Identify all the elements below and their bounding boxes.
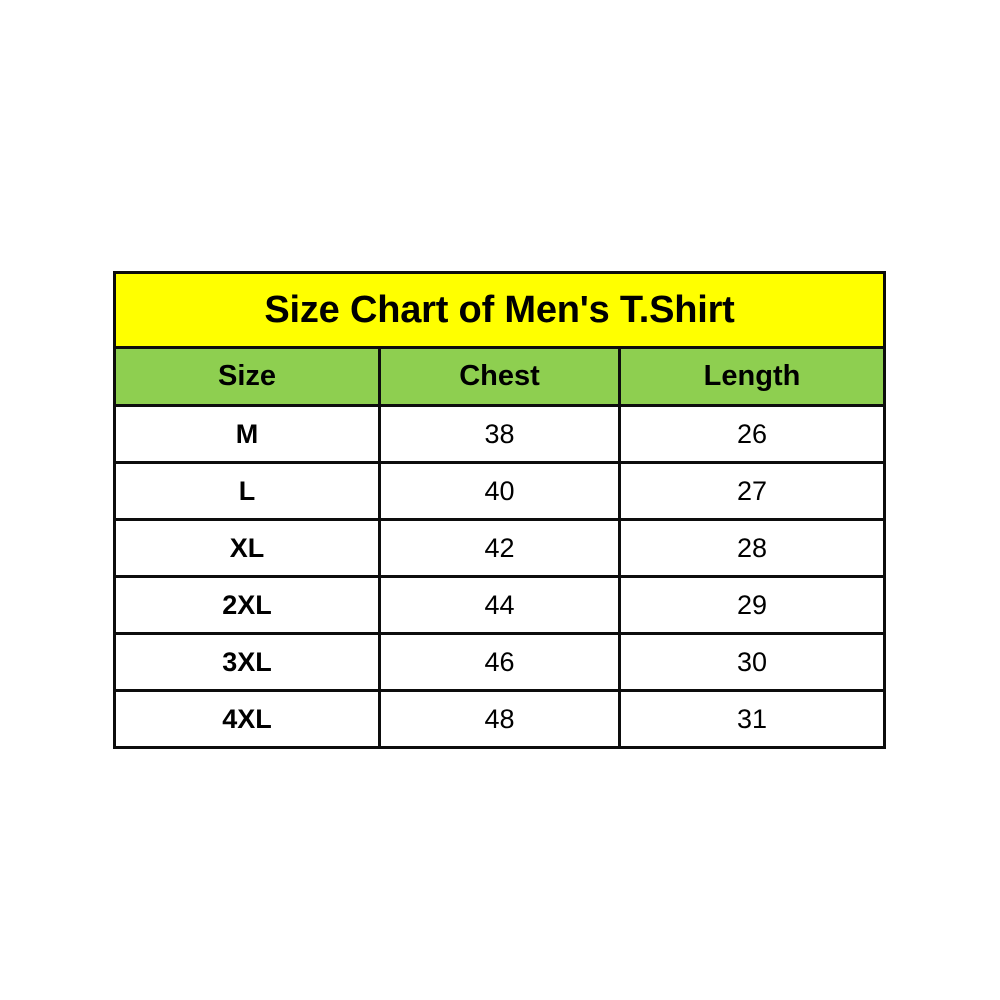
table-row: 3XL 46 30 (113, 632, 886, 692)
table-head: Size Chart of Men's T.Shirt Size Chest L… (113, 271, 886, 407)
title-row: Size Chart of Men's T.Shirt (113, 271, 886, 349)
cell-size: 3XL (113, 632, 381, 692)
cell-length: 27 (618, 461, 886, 521)
cell-size: 2XL (113, 575, 381, 635)
cell-length: 26 (618, 404, 886, 464)
cell-length: 29 (618, 575, 886, 635)
cell-chest: 44 (378, 575, 621, 635)
cell-size: M (113, 404, 381, 464)
table-row: XL 42 28 (113, 518, 886, 578)
cell-chest: 38 (378, 404, 621, 464)
cell-length: 28 (618, 518, 886, 578)
table-row: M 38 26 (113, 404, 886, 464)
cell-chest: 46 (378, 632, 621, 692)
chart-title: Size Chart of Men's T.Shirt (113, 271, 886, 349)
cell-chest: 42 (378, 518, 621, 578)
size-chart-table: Size Chart of Men's T.Shirt Size Chest L… (113, 271, 886, 749)
cell-size: L (113, 461, 381, 521)
cell-length: 30 (618, 632, 886, 692)
table-row: 2XL 44 29 (113, 575, 886, 635)
column-header-length: Length (618, 346, 886, 407)
header-row: Size Chest Length (113, 346, 886, 407)
cell-size: 4XL (113, 689, 381, 749)
cell-chest: 40 (378, 461, 621, 521)
table-row: L 40 27 (113, 461, 886, 521)
cell-size: XL (113, 518, 381, 578)
column-header-size: Size (113, 346, 381, 407)
column-header-chest: Chest (378, 346, 621, 407)
table-body: M 38 26 L 40 27 XL 42 28 2XL 44 29 3XL 4 (113, 404, 886, 749)
table-row: 4XL 48 31 (113, 689, 886, 749)
cell-length: 31 (618, 689, 886, 749)
cell-chest: 48 (378, 689, 621, 749)
